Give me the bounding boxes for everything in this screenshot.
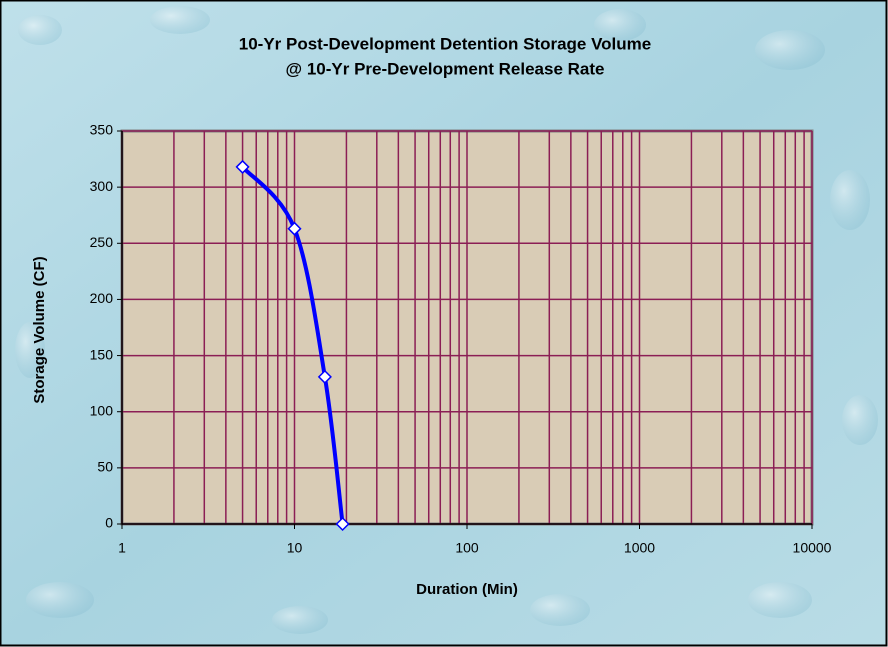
y-tick-label: 300 [90,178,114,194]
data-point [317,369,332,384]
y-tick-label: 50 [97,459,113,475]
water-drops [15,6,878,634]
x-tick-label: 10000 [793,540,832,556]
y-tick-label: 100 [90,402,114,418]
data-point [335,516,350,532]
y-tick-label: 200 [90,290,114,306]
x-tick-label: 10 [287,540,303,556]
y-tick-label: 0 [105,515,113,531]
y-tick-label: 350 [90,122,114,138]
data-point [235,159,250,174]
chart-title: 10-Yr Post-Development Detention Storage… [239,34,651,53]
x-tick-label: 1 [118,540,126,556]
data-line [241,165,345,525]
y-tick-label: 250 [90,234,114,250]
x-tick-label: 100 [455,540,479,556]
data-point [287,221,302,236]
chart-subtitle: @ 10-Yr Pre-Development Release Rate [286,59,605,78]
x-tick-label: 1000 [624,540,655,556]
x-axis-title: Duration (Min) [416,581,518,598]
y-tick-label: 150 [90,346,114,362]
y-axis-title: Storage Volume (CF) [31,256,48,403]
